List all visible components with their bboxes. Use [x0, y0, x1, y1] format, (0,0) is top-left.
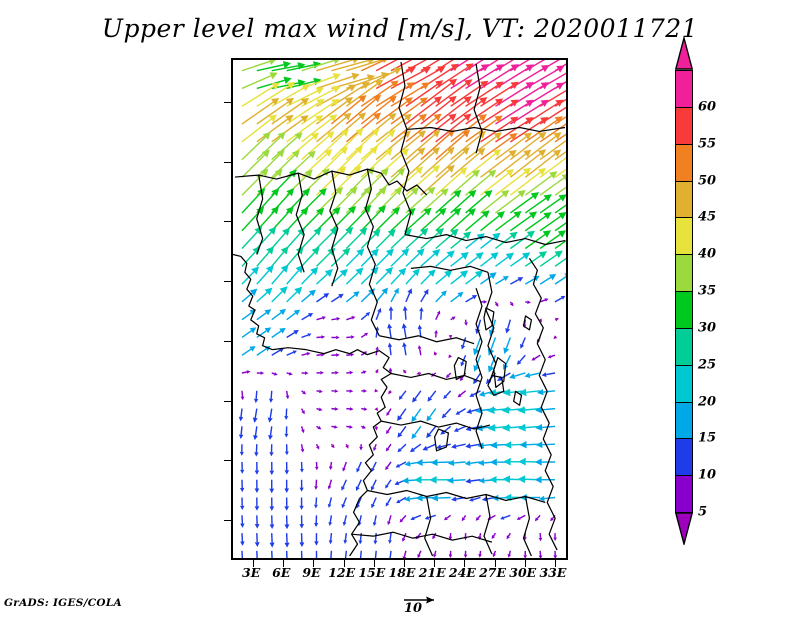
y-axis-tick — [224, 221, 233, 223]
colorbar-band — [675, 217, 693, 256]
x-axis-label: 30E — [509, 565, 537, 580]
arrow-right-icon — [404, 596, 434, 604]
x-axis-label: 9E — [302, 565, 321, 580]
colorbar-tick-label: 50 — [698, 173, 717, 188]
x-axis-tick — [404, 558, 405, 567]
x-axis-tick — [253, 558, 255, 567]
y-axis-tick — [224, 520, 233, 522]
x-axis-tick — [464, 558, 466, 567]
y-axis-tick — [224, 101, 233, 103]
x-axis-label: 21E — [418, 565, 446, 580]
x-axis-tick — [524, 558, 526, 567]
colorbar-tick-label: 60 — [698, 99, 717, 115]
x-axis-label: 24E — [448, 565, 476, 580]
x-axis-label: 6E — [272, 565, 291, 580]
x-axis-label: 15E — [358, 565, 386, 580]
colorbar-band — [675, 70, 693, 109]
colorbar-tick-label: 25 — [698, 357, 717, 373]
map-plot-area — [224, 58, 568, 567]
colorbar — [675, 37, 693, 545]
credit-label: GrADS: IGES/COLA — [4, 597, 122, 609]
wind-vector-layer — [238, 60, 566, 558]
colorbar-band — [675, 438, 693, 477]
colorbar-tick-label: 45 — [698, 209, 717, 225]
x-axis-label: 33E — [539, 565, 567, 580]
x-axis-tick — [434, 558, 436, 567]
colorbar-band — [675, 106, 693, 146]
x-axis-tick — [283, 558, 285, 567]
colorbar-band — [675, 254, 693, 293]
colorbar-cap-min — [675, 512, 693, 545]
colorbar-cap-max — [675, 37, 693, 70]
page-title: Upper level max wind [m/s], VT: 20200117… — [101, 14, 699, 43]
y-axis-tick — [224, 281, 233, 283]
x-axis-label: 12E — [328, 565, 356, 580]
colorbar-tick-label: 55 — [698, 136, 717, 152]
colorbar-tick-label: 5 — [698, 504, 708, 520]
colorbar-band — [675, 291, 693, 330]
y-axis-tick — [224, 340, 233, 342]
colorbar-band — [675, 180, 693, 219]
x-axis-tick — [494, 558, 496, 567]
colorbar-tick-label: 35 — [698, 283, 717, 299]
colorbar-band — [675, 401, 693, 440]
colorbar-tick-label: 40 — [698, 246, 717, 262]
x-axis-tick — [313, 558, 315, 567]
x-axis-tick — [554, 558, 556, 567]
x-axis-label: 3E — [241, 565, 261, 580]
colorbar-tick-label: 20 — [698, 394, 717, 409]
x-axis-label: 18E — [388, 565, 416, 580]
x-axis-tick — [373, 558, 375, 567]
x-axis-label: 27E — [479, 565, 507, 580]
colorbar-band — [675, 475, 693, 514]
x-axis-tick — [343, 558, 345, 567]
colorbar-tick-label: 30 — [698, 320, 717, 336]
y-axis-tick — [224, 460, 233, 462]
colorbar-tick-label: 15 — [698, 430, 717, 446]
reference-vector: 10 — [400, 592, 460, 618]
colorbar-tick-label: 10 — [698, 467, 717, 483]
colorbar-band — [675, 364, 693, 403]
y-axis-tick — [224, 400, 233, 402]
colorbar-band — [675, 327, 693, 367]
y-axis-tick — [224, 161, 233, 163]
colorbar-band — [675, 143, 693, 182]
reference-vector-label: 10 — [404, 601, 423, 616]
